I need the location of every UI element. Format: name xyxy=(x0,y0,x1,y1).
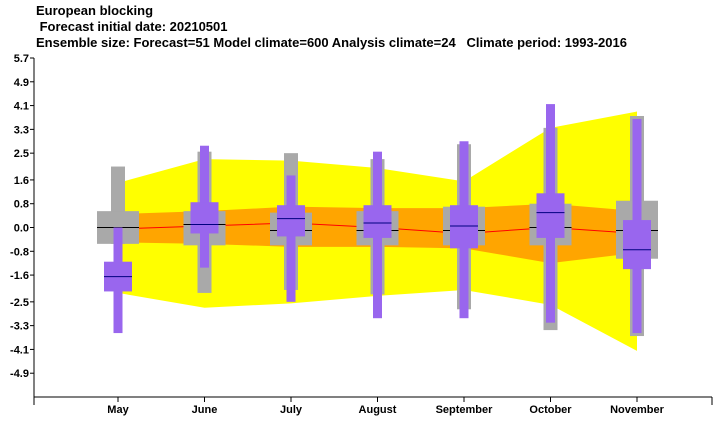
y-tick-label: 4.1 xyxy=(14,101,29,113)
y-tick-label: -4.1 xyxy=(10,344,29,356)
forecast-box-september xyxy=(450,205,478,249)
y-tick-label: 3.3 xyxy=(14,124,29,136)
x-tick-label-july: July xyxy=(280,404,303,416)
x-tick-label-october: October xyxy=(529,404,572,416)
chart-subtitle-ensemble: Ensemble size: Forecast=51 Model climate… xyxy=(36,35,627,50)
forecast-box-july xyxy=(277,205,305,237)
x-tick-label-august: August xyxy=(359,404,397,416)
forecast-box-november xyxy=(623,220,651,270)
y-tick-label: -1.6 xyxy=(10,270,29,282)
chart-axes: 5.7 4.9 4.1 3.3 2.5 1.6 0.8 0.0 -0.8 -1.6 -2.5 -3.3… xyxy=(10,53,713,416)
chart-title: European blocking xyxy=(36,3,154,18)
x-tick-label-may: May xyxy=(107,404,129,416)
chart-subtitle-initial-date: Forecast initial date: 20210501 xyxy=(36,19,228,34)
y-tick-label: -2.5 xyxy=(10,297,29,309)
y-tick-label: -0.8 xyxy=(10,246,29,258)
x-tick-label-november: November xyxy=(610,404,665,416)
y-tick-label: 4.9 xyxy=(14,77,29,89)
forecast-whisker-july xyxy=(286,175,296,302)
forecast-boxes xyxy=(104,104,651,334)
forecast-box-august xyxy=(363,205,392,238)
y-tick-label: -4.9 xyxy=(10,368,29,380)
y-tick-label: 5.7 xyxy=(14,53,29,65)
x-tick-label-september: September xyxy=(436,404,494,416)
chart-title-block: European blocking Forecast initial date:… xyxy=(36,3,627,51)
x-tick-label-june: June xyxy=(192,404,218,416)
y-tick-label: 0.0 xyxy=(14,223,29,235)
forecast-box-october xyxy=(536,193,565,238)
y-tick-label: -3.3 xyxy=(10,321,29,333)
y-tick-label: 1.6 xyxy=(14,175,29,187)
forecast-box-june xyxy=(190,202,219,234)
y-tick-label: 0.8 xyxy=(14,199,29,211)
y-tick-label: 2.5 xyxy=(14,148,29,160)
